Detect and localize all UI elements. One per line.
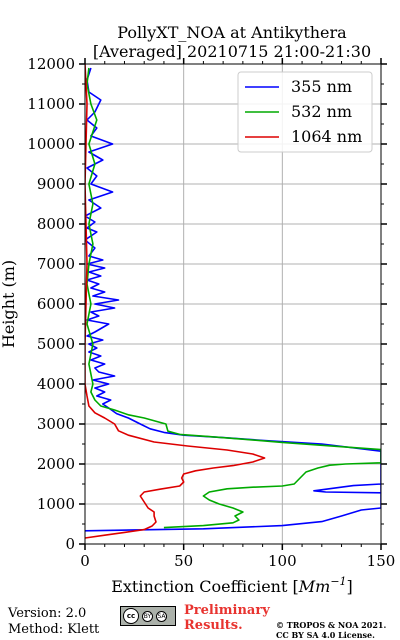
by-icon: BY bbox=[142, 610, 153, 622]
y-tick-label: 9000 bbox=[37, 175, 75, 193]
y-tick-label: 6000 bbox=[37, 295, 75, 313]
series-group bbox=[85, 64, 381, 539]
y-tick-label: 7000 bbox=[37, 255, 75, 273]
chart-title: PollyXT_NOA at Antikythera bbox=[117, 23, 347, 42]
cc-icon: cc bbox=[123, 608, 139, 624]
version-text: Version: 2.0 bbox=[8, 606, 87, 621]
preliminary-line-2: Results. bbox=[184, 618, 243, 633]
x-tick-label: 150 bbox=[367, 552, 396, 570]
y-axis-label: Height (m) bbox=[0, 260, 18, 348]
y-tick-label: 10000 bbox=[27, 135, 75, 153]
y-tick-label: 4000 bbox=[37, 375, 75, 393]
copyright-line-2: CC BY SA 4.0 License. bbox=[276, 630, 375, 640]
axis-ticks: 0 50 100 150 0 1000 2000 3000 4000 5000 6000 7000 80… bbox=[27, 55, 395, 570]
chart-subtitle: [Averaged] 20210715 21:00-21:30 bbox=[93, 42, 371, 61]
legend-label-355: 355 nm bbox=[291, 77, 352, 96]
series-line-1064-nm bbox=[85, 64, 266, 539]
y-tick-label: 2000 bbox=[37, 455, 75, 473]
legend-label-1064: 1064 nm bbox=[291, 127, 362, 146]
preliminary-results-text: Preliminary Results. bbox=[184, 603, 270, 633]
x-tick-label: 50 bbox=[174, 552, 193, 570]
extinction-chart: PollyXT_NOA at Antikythera [Averaged] 20… bbox=[0, 23, 395, 596]
sa-icon: SA bbox=[156, 610, 167, 622]
method-text: Method: Klett bbox=[8, 622, 100, 637]
y-tick-label: 5000 bbox=[37, 335, 75, 353]
y-tick-label: 3000 bbox=[37, 415, 75, 433]
y-tick-label: 8000 bbox=[37, 215, 75, 233]
legend-label-532: 532 nm bbox=[291, 102, 352, 121]
copyright-line-1: © TROPOS & NOA 2021. bbox=[276, 620, 387, 630]
y-tick-label: 0 bbox=[65, 535, 75, 553]
x-tick-label: 100 bbox=[268, 552, 297, 570]
copyright-text: © TROPOS & NOA 2021. CC BY SA 4.0 Licens… bbox=[276, 620, 386, 640]
legend-box bbox=[237, 71, 373, 153]
series-line-355-nm bbox=[85, 67, 381, 532]
series-line-532-nm bbox=[86, 67, 381, 529]
y-tick-label: 11000 bbox=[27, 95, 75, 113]
cc-license-logo: cc BY SA bbox=[120, 606, 176, 626]
x-axis-label: Extinction Coefficient [Mm−1] bbox=[111, 575, 353, 596]
y-tick-label: 1000 bbox=[37, 495, 75, 513]
y-tick-label: 12000 bbox=[27, 55, 75, 73]
legend: 355 nm 532 nm 1064 nm bbox=[237, 71, 373, 153]
preliminary-line-1: Preliminary bbox=[184, 603, 270, 618]
x-tick-label: 0 bbox=[80, 552, 90, 570]
